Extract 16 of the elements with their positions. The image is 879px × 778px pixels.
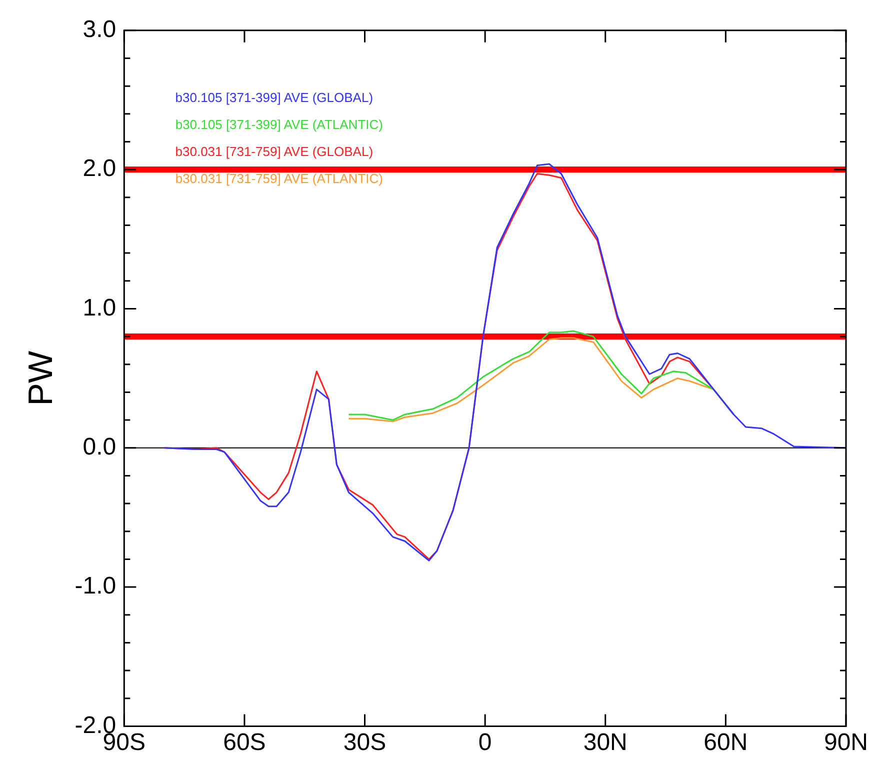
text: b30.105 [371-399] AVE (GLOBAL) [175, 90, 374, 105]
y-axis-title: PW [22, 350, 60, 406]
x-tick-label: 90N [824, 729, 868, 756]
x-tick-label: 60S [223, 729, 266, 756]
text: b30.031 [731-759] AVE (GLOBAL) [175, 144, 374, 159]
x-tick-label: 60N [704, 729, 748, 756]
text: b30.031 [731-759] AVE (ATLANTIC) [175, 170, 383, 186]
text: b30.105 [371-399] AVE (ATLANTIC) [175, 116, 383, 132]
x-tick-label: 30N [583, 729, 628, 756]
x-tick-label: 30S [343, 729, 386, 756]
y-tick-label: 2.0 [82, 155, 116, 182]
y-tick-label: 1.0 [82, 294, 116, 322]
x-tick-label: 0 [478, 729, 492, 756]
y-tick-label: 0.0 [82, 434, 116, 461]
y-tick-label: 3.0 [82, 16, 116, 44]
y-tick-label: -1.0 [74, 572, 116, 600]
